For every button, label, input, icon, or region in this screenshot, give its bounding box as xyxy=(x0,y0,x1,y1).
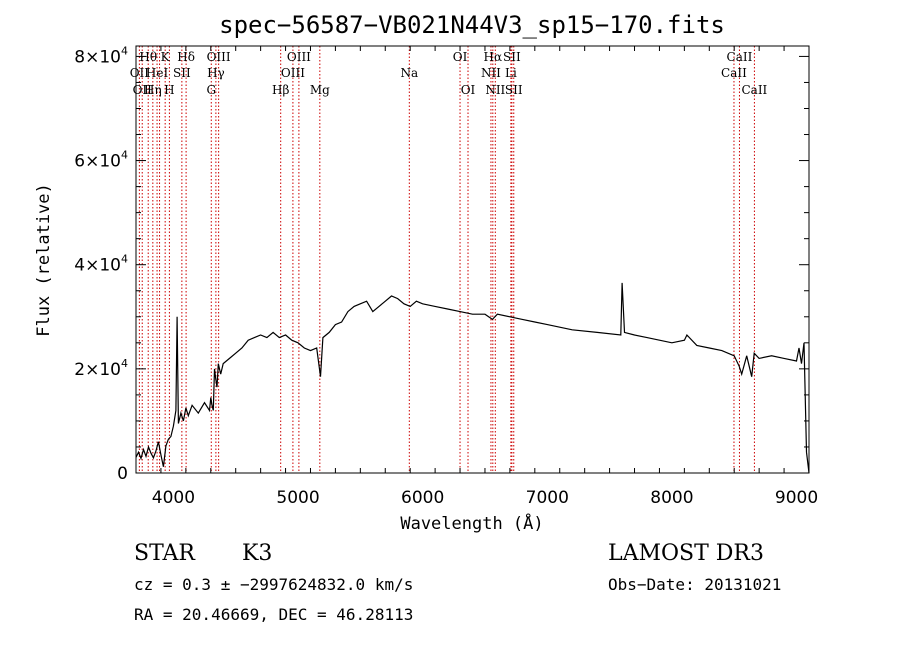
line-label: OIII xyxy=(287,50,311,64)
line-label: NII xyxy=(485,83,505,97)
x-tick-label: 5000 xyxy=(276,488,319,508)
line-label: HeI xyxy=(146,66,169,80)
y-axis-label: Flux (relative) xyxy=(34,183,54,337)
line-label: Hη xyxy=(144,83,162,97)
line-label: Li xyxy=(505,66,517,80)
redshift-text: cz = 0.3 ± −2997624832.0 km/s xyxy=(134,575,413,594)
line-label: OI xyxy=(461,83,476,97)
y-tick-label: 2×104 xyxy=(74,357,128,380)
line-label: Mg xyxy=(310,83,330,97)
line-markers xyxy=(138,46,755,473)
y-tick-exponent: 4 xyxy=(121,149,128,162)
chart-title: spec−56587−VB021N44V3_sp15−170.fits xyxy=(219,11,725,39)
line-label: Hθ xyxy=(139,50,157,64)
object-class: STAR xyxy=(134,541,196,566)
y-axis: 0 2×104 4×104 6×104 8×104 xyxy=(74,44,809,484)
line-label: CaII xyxy=(727,50,753,64)
line-label: OIII xyxy=(207,50,231,64)
plot-frame xyxy=(135,45,810,474)
survey-name: LAMOST DR3 xyxy=(608,541,764,566)
line-label: H xyxy=(164,83,174,97)
line-label: SII xyxy=(505,83,523,97)
x-tick-label: 9000 xyxy=(775,488,818,508)
line-label: CaII xyxy=(741,83,767,97)
line-label: Hγ xyxy=(207,66,225,80)
line-label: SII xyxy=(503,50,521,64)
y-tick-label: 6×104 xyxy=(74,149,128,172)
x-tick-label: 7000 xyxy=(526,488,569,508)
x-tick-label: 6000 xyxy=(401,488,444,508)
object-subclass: K3 xyxy=(242,541,272,566)
line-label: OII xyxy=(133,83,153,97)
coordinates: RA = 20.46669, DEC = 46.28113 xyxy=(134,605,413,624)
line-label: NII xyxy=(481,66,501,80)
line-label: OI xyxy=(453,50,468,64)
line-labels: OII OII Hθ Hη HeI K H SII Hδ G Hγ OIII Hβ OIII OIII Mg N… xyxy=(130,50,768,97)
spectrum-line xyxy=(135,282,810,474)
y-tick-exponent: 4 xyxy=(121,357,128,370)
y-tick-exponent: 4 xyxy=(121,253,128,266)
line-label: Hβ xyxy=(272,83,289,97)
line-label: CaII xyxy=(721,66,747,80)
y-tick-label: 0 xyxy=(117,464,128,484)
x-axis: 4000 5000 6000 7000 8000 9000 xyxy=(135,46,818,508)
line-label: K xyxy=(161,50,171,64)
line-label: Hδ xyxy=(177,50,195,64)
x-axis-label: Wavelength (Å) xyxy=(400,512,543,534)
line-label: G xyxy=(206,83,216,97)
obs-date: Obs−Date: 20131021 xyxy=(608,575,781,594)
y-tick-exponent: 4 xyxy=(121,44,128,57)
x-tick-label: 4000 xyxy=(152,488,195,508)
line-label: OII xyxy=(130,66,150,80)
y-tick-label: 4×104 xyxy=(74,253,128,276)
line-label: OIII xyxy=(281,66,305,80)
line-label: SII xyxy=(173,66,191,80)
line-label: Hα xyxy=(484,50,503,64)
y-tick-label: 8×104 xyxy=(74,44,128,67)
line-label: Na xyxy=(400,66,418,80)
x-tick-label: 8000 xyxy=(650,488,693,508)
